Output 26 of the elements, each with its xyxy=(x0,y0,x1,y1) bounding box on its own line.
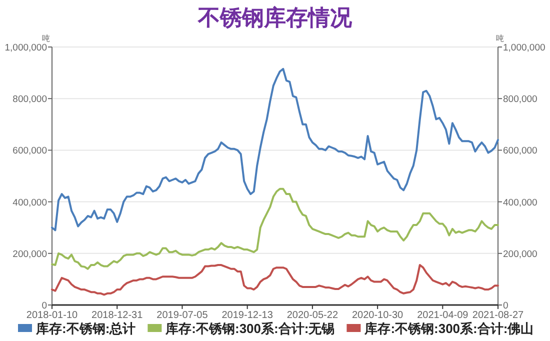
y-tick-label: 1,000,000 xyxy=(4,42,47,54)
x-tick-label: 2020-05-22 xyxy=(286,310,338,321)
y2-tick-label: 600,000 xyxy=(503,146,538,157)
y-tick-label: 400,000 xyxy=(12,197,47,208)
chart-title: 不锈钢库存情况 xyxy=(197,5,353,30)
y2-tick-label: 800,000 xyxy=(503,94,538,106)
x-tick-label: 2018-12-31 xyxy=(92,310,144,321)
x-tick-label: 2019-12-13 xyxy=(222,310,274,321)
y2-axis-title: 吨 xyxy=(496,34,504,43)
y-tick-label: 800,000 xyxy=(12,94,47,106)
y2-tick-label: 1,000,000 xyxy=(503,42,546,54)
y2-tick-label: 0 xyxy=(503,300,508,312)
y2-tick-label: 400,000 xyxy=(503,197,538,208)
x-tick-label: 2018-01-10 xyxy=(26,310,78,321)
legend-label: 库存:不锈钢:总计 xyxy=(35,321,136,336)
legend-label: 库存:不锈钢:300系:合计:佛山 xyxy=(364,321,534,336)
y-tick-label: 600,000 xyxy=(12,146,47,157)
y-axis-title: 吨 xyxy=(42,34,50,43)
x-tick-label: 2021-08-27 xyxy=(472,310,524,321)
x-tick-label: 2020-10-30 xyxy=(352,310,404,321)
x-tick-label: 2019-07-05 xyxy=(156,310,208,321)
legend-label: 库存:不锈钢:300系:合计:无锡 xyxy=(164,321,335,336)
x-tick-label: 2021-04-09 xyxy=(417,310,469,321)
y-tick-label: 0 xyxy=(42,300,47,312)
y2-tick-label: 200,000 xyxy=(503,248,538,260)
y-tick-label: 200,000 xyxy=(12,248,47,260)
